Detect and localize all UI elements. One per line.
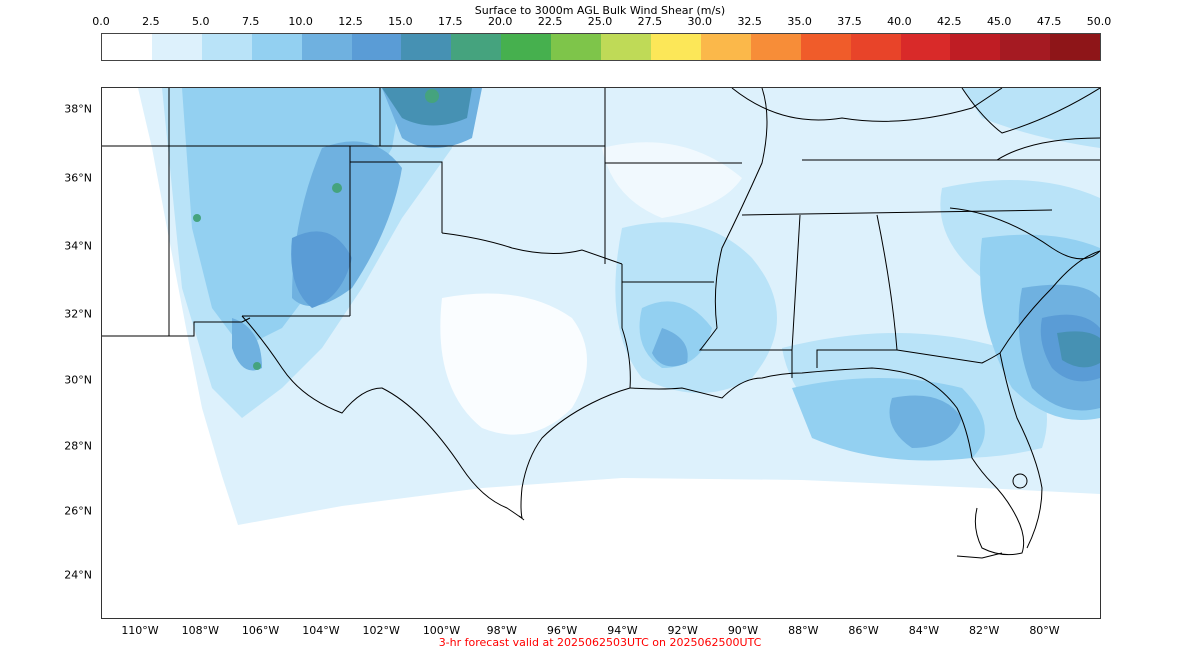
colorbar-tick-label: 32.5	[737, 15, 762, 28]
longitude-label: 90°W	[727, 624, 759, 637]
colorbar-cell	[601, 34, 651, 60]
shear-region-17	[193, 214, 201, 222]
longitude-label: 96°W	[546, 624, 578, 637]
latitude-label: 30°N	[64, 373, 92, 387]
colorbar-cell	[251, 34, 302, 60]
shear-region-low	[440, 293, 587, 435]
shear-region-17	[332, 183, 342, 193]
longitude-label: 84°W	[908, 624, 940, 637]
shear-region-17	[253, 362, 261, 370]
shear-region-10	[889, 395, 962, 448]
colorbar-cell	[351, 34, 402, 60]
longitude-label: 106°W	[241, 624, 280, 637]
longitude-label: 100°W	[422, 624, 461, 637]
shear-region-17	[425, 89, 439, 103]
longitude-label: 92°W	[667, 624, 698, 637]
colorbar-cell	[650, 34, 701, 60]
colorbar-tick-label: 42.5	[937, 15, 962, 28]
colorbar-tick-label: 12.5	[338, 15, 363, 28]
longitude-label: 86°W	[848, 624, 879, 637]
latitude-label: 32°N	[64, 307, 92, 321]
colorbar-cell	[700, 34, 751, 60]
colorbar-tick-label: 47.5	[1036, 15, 1062, 28]
shear-region-10	[652, 328, 688, 367]
colorbar-tick-label: 7.5	[241, 15, 260, 28]
colorbar-cell	[501, 34, 552, 60]
shear-region-low	[602, 142, 742, 218]
latitude-label: 38°N	[64, 102, 92, 116]
colorbar-tick-label: 25.0	[587, 15, 613, 28]
latitude-label: 26°N	[64, 504, 92, 518]
colorbar-tick-label: 15.0	[388, 15, 413, 28]
colorbar-tick-label: 0.0	[92, 15, 110, 28]
colorbar-cell	[900, 34, 951, 60]
colorbar-tick-label: 17.5	[438, 15, 463, 28]
colorbar-cell	[551, 34, 602, 60]
longitude-label: 88°W	[788, 624, 819, 637]
coastline	[241, 250, 1100, 559]
colorbar-tick-label: 2.5	[142, 15, 160, 28]
colorbar-tick-label: 22.5	[537, 15, 563, 28]
colorbar-cell	[750, 34, 801, 60]
longitude-label: 98°W	[486, 624, 517, 637]
longitude-label: 102°W	[362, 624, 400, 637]
shear-map	[102, 88, 1100, 559]
colorbar-title: Surface to 3000m AGL Bulk Wind Shear (m/…	[474, 4, 726, 17]
colorbar-cell	[1050, 34, 1101, 60]
colorbar-tick-label: 40.0	[887, 15, 912, 28]
colorbar-cell	[151, 34, 202, 60]
colorbar-tick-label: 35.0	[787, 15, 812, 28]
colorbar-cell	[800, 34, 851, 60]
longitude-label: 108°W	[181, 624, 219, 637]
colorbar-tick-label: 37.5	[837, 15, 862, 28]
longitude-label: 94°W	[607, 624, 638, 637]
longitude-label: 82°W	[969, 624, 1000, 637]
colorbar-tick-label: 20.0	[487, 15, 513, 28]
shear-region-5	[962, 88, 1100, 148]
colorbar-cell	[201, 34, 252, 60]
colorbar-tick-label: 5.0	[192, 15, 210, 28]
latitude-label: 36°N	[64, 171, 92, 185]
shear-region-15	[382, 88, 472, 126]
shear-region-10	[232, 318, 262, 371]
colorbar-cell	[451, 34, 502, 60]
latitude-label: 34°N	[64, 239, 92, 253]
shear-region-12	[291, 231, 352, 308]
colorbar-tick-label: 50.0	[1086, 15, 1112, 28]
colorbar-tick-label: 27.5	[637, 15, 663, 28]
latitude-label: 24°N	[64, 568, 92, 582]
colorbar-tick-label: 10.0	[288, 15, 313, 28]
forecast-caption: 3-hr forecast valid at 2025062503UTC on …	[438, 636, 762, 649]
colorbar-cell	[301, 34, 352, 60]
colorbar-cell	[850, 34, 901, 60]
colorbar-cell	[102, 34, 152, 60]
colorbar-cell	[401, 34, 452, 60]
longitude-label: 80°W	[1029, 624, 1060, 637]
shear-region-15	[1057, 331, 1100, 368]
latitude-label: 28°N	[64, 439, 92, 453]
longitude-label: 110°W	[121, 624, 159, 637]
colorbar	[101, 33, 1101, 61]
map-panel	[101, 87, 1101, 619]
longitude-label: 104°W	[302, 624, 340, 637]
colorbar-cell	[1000, 34, 1051, 60]
state-borders	[102, 88, 1100, 389]
colorbar-tick-label: 45.0	[986, 15, 1012, 28]
colorbar-tick-label: 30.0	[687, 15, 713, 28]
colorbar-cell	[950, 34, 1001, 60]
